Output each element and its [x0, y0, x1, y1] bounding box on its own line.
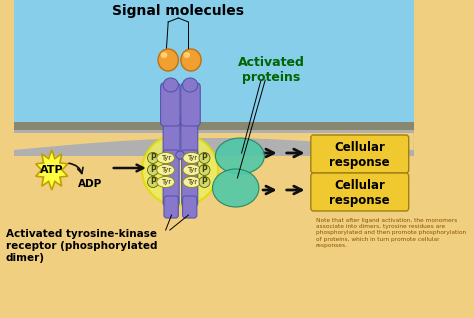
Text: P: P: [201, 177, 207, 186]
Text: P: P: [201, 154, 207, 162]
Ellipse shape: [157, 153, 174, 163]
Ellipse shape: [142, 134, 218, 206]
FancyBboxPatch shape: [161, 83, 180, 126]
Ellipse shape: [147, 153, 158, 163]
Ellipse shape: [183, 52, 190, 58]
Text: Cellular
response: Cellular response: [329, 141, 390, 169]
Text: Tyr: Tyr: [187, 155, 197, 161]
FancyBboxPatch shape: [14, 0, 414, 143]
Ellipse shape: [147, 176, 158, 188]
FancyBboxPatch shape: [163, 150, 179, 206]
Ellipse shape: [157, 164, 174, 176]
Text: P: P: [150, 177, 156, 186]
Polygon shape: [36, 150, 68, 190]
Ellipse shape: [183, 153, 201, 163]
Text: Activated
proteins: Activated proteins: [238, 56, 305, 84]
FancyBboxPatch shape: [181, 115, 198, 161]
Ellipse shape: [157, 176, 174, 188]
Text: P: P: [201, 165, 207, 175]
FancyBboxPatch shape: [182, 150, 198, 206]
Text: ADP: ADP: [78, 179, 102, 189]
Ellipse shape: [147, 164, 158, 176]
Text: Tyr: Tyr: [187, 179, 197, 185]
Text: P: P: [150, 165, 156, 175]
Text: P: P: [150, 154, 156, 162]
FancyBboxPatch shape: [181, 83, 200, 126]
Ellipse shape: [161, 52, 167, 58]
FancyBboxPatch shape: [14, 128, 414, 318]
Ellipse shape: [199, 164, 210, 176]
Ellipse shape: [158, 49, 178, 71]
Text: ATP: ATP: [40, 165, 64, 175]
FancyBboxPatch shape: [14, 126, 414, 156]
FancyBboxPatch shape: [163, 115, 180, 161]
Ellipse shape: [182, 78, 198, 92]
Ellipse shape: [163, 78, 178, 92]
Ellipse shape: [199, 153, 210, 163]
FancyBboxPatch shape: [182, 196, 197, 218]
Polygon shape: [14, 133, 414, 156]
Text: Tyr: Tyr: [161, 167, 171, 173]
Text: Activated tyrosine-kinase
receptor (phosphorylated
dimer): Activated tyrosine-kinase receptor (phos…: [6, 229, 157, 263]
Text: Tyr: Tyr: [161, 179, 171, 185]
FancyBboxPatch shape: [311, 173, 409, 211]
Text: Tyr: Tyr: [161, 155, 171, 161]
Ellipse shape: [216, 138, 264, 174]
Text: Note that after ligand activation, the monomers
associate into dimers, tyrosine : Note that after ligand activation, the m…: [316, 218, 466, 248]
Ellipse shape: [183, 176, 201, 188]
Ellipse shape: [176, 151, 184, 159]
FancyBboxPatch shape: [311, 135, 409, 173]
Ellipse shape: [199, 176, 210, 188]
Ellipse shape: [212, 169, 259, 207]
Text: Cellular
response: Cellular response: [329, 179, 390, 207]
Text: Signal molecules: Signal molecules: [112, 4, 244, 18]
Ellipse shape: [181, 49, 201, 71]
Text: Tyr: Tyr: [187, 167, 197, 173]
FancyBboxPatch shape: [164, 196, 178, 218]
Ellipse shape: [183, 164, 201, 176]
FancyBboxPatch shape: [14, 122, 414, 130]
